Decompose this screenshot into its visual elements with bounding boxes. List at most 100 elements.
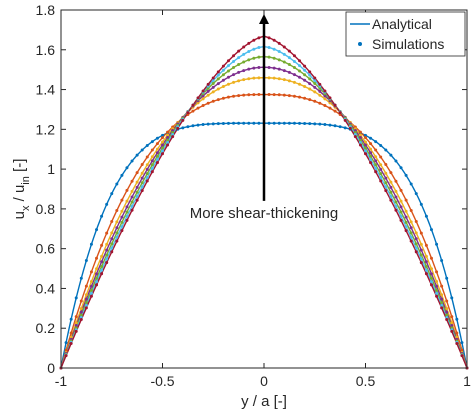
series-4-point xyxy=(374,159,378,163)
series-5-point xyxy=(155,154,159,158)
y-tick-label: 1.4 xyxy=(36,82,56,98)
x-tick-label: -0.5 xyxy=(150,373,174,389)
series-7-point xyxy=(272,38,276,42)
series-6-point xyxy=(445,315,449,319)
series-2-point xyxy=(237,94,241,98)
y-label-sub-x: x xyxy=(20,205,32,211)
series-7-point xyxy=(414,250,418,254)
series-2-point xyxy=(358,130,362,134)
series-1-point xyxy=(429,228,433,232)
series-3-point xyxy=(84,293,88,297)
series-2-point xyxy=(374,148,378,152)
series-4-point xyxy=(282,69,286,73)
series-3-point xyxy=(414,231,418,235)
series-4-point xyxy=(201,94,205,98)
series-2-point xyxy=(313,99,317,103)
series-7-point xyxy=(115,239,119,243)
series-6-point xyxy=(419,257,423,261)
series-3-point xyxy=(419,242,423,246)
series-4-point xyxy=(440,297,444,301)
series-1-point xyxy=(95,228,99,232)
series-3-point xyxy=(394,189,398,193)
series-6-point xyxy=(150,166,154,170)
series-7-point xyxy=(424,272,428,276)
series-5-point xyxy=(308,77,312,81)
series-1-point xyxy=(384,148,388,152)
series-2-point xyxy=(232,94,236,98)
series-4-point xyxy=(125,205,129,209)
series-4-point xyxy=(429,272,433,276)
series-2-point xyxy=(201,104,205,108)
series-6-point xyxy=(115,235,119,239)
series-7-point xyxy=(120,229,124,233)
series-1-point xyxy=(450,296,454,300)
series-4-point xyxy=(419,248,423,252)
series-7-point xyxy=(384,189,388,193)
series-3-point xyxy=(429,267,433,271)
series-2-point xyxy=(435,270,439,274)
series-7-point xyxy=(140,189,144,193)
series-5-point xyxy=(161,146,164,150)
series-7-point xyxy=(216,70,220,74)
series-6-point xyxy=(125,214,129,218)
series-2-point xyxy=(196,106,200,110)
series-6-point xyxy=(135,194,139,198)
series-2-point xyxy=(308,98,312,102)
series-7-point xyxy=(409,239,413,243)
series-4-point xyxy=(247,67,251,71)
series-1-point xyxy=(267,121,271,125)
series-2-point xyxy=(115,209,119,213)
series-6-point xyxy=(89,291,93,295)
series-4-point xyxy=(232,73,236,77)
series-7-point xyxy=(242,45,246,49)
series-2-point xyxy=(135,171,139,175)
series-7-point xyxy=(206,82,210,86)
series-6-point xyxy=(110,246,114,250)
series-6-point xyxy=(364,149,367,153)
series-2-point xyxy=(333,109,337,113)
series-4-point xyxy=(287,70,291,74)
series-5-point xyxy=(232,66,236,70)
series-3-point xyxy=(115,220,119,224)
series-1-point xyxy=(232,121,236,125)
series-2-point xyxy=(221,96,225,100)
y-tick-label: 0.2 xyxy=(36,320,56,336)
series-1-point xyxy=(445,276,449,280)
series-2-point xyxy=(242,93,246,97)
series-5-point xyxy=(84,301,88,304)
series-1-point xyxy=(435,242,439,246)
series-5-point xyxy=(237,63,241,67)
series-7-point xyxy=(460,354,464,358)
series-1-point xyxy=(84,258,88,262)
series-7-point xyxy=(135,198,139,202)
series-3-point xyxy=(277,77,281,81)
series-6-point xyxy=(358,141,362,145)
series-2-point xyxy=(440,284,444,288)
series-7-point xyxy=(110,250,114,254)
y-axis-ticks: 0 0.2 0.4 0.6 0.8 1 1.2 1.4 1.6 1.8 xyxy=(36,2,467,376)
series-7-point xyxy=(69,341,73,345)
series-3-point xyxy=(226,82,230,86)
series-6-point xyxy=(399,214,403,218)
series-4-point xyxy=(100,260,104,264)
series-1-point xyxy=(455,317,459,321)
series-5-point xyxy=(216,77,220,81)
series-7-point xyxy=(221,64,225,68)
series-3-point xyxy=(211,90,215,94)
series-1-point xyxy=(343,126,347,130)
series-4-point xyxy=(298,75,302,79)
series-7-point xyxy=(252,38,256,42)
series-4-point xyxy=(292,73,296,77)
series-6-point xyxy=(247,49,251,53)
legend: Analytical Simulations xyxy=(345,11,466,57)
series-1-point xyxy=(409,182,413,186)
series-5-point xyxy=(389,190,393,194)
series-7-point xyxy=(343,118,347,122)
series-7-point xyxy=(105,261,109,265)
series-1-point xyxy=(379,143,383,147)
series-3-point xyxy=(125,199,129,203)
series-7-point xyxy=(155,161,159,165)
series-7-point xyxy=(298,59,302,63)
series-5-point xyxy=(125,210,129,214)
series-3-point xyxy=(100,254,104,258)
